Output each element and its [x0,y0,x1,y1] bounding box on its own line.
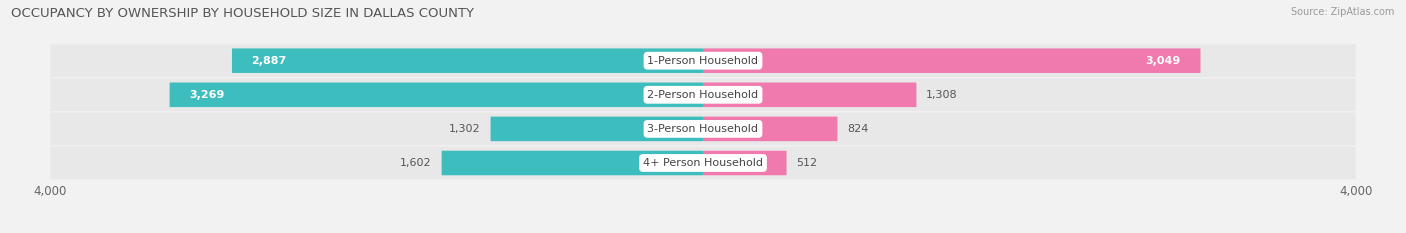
FancyBboxPatch shape [51,79,1355,111]
FancyBboxPatch shape [441,151,703,175]
Text: 512: 512 [796,158,817,168]
FancyBboxPatch shape [51,44,1355,77]
Text: 3-Person Household: 3-Person Household [648,124,758,134]
Text: 2,887: 2,887 [252,56,287,66]
Legend: Owner-occupied, Renter-occupied: Owner-occupied, Renter-occupied [588,230,818,233]
Text: Source: ZipAtlas.com: Source: ZipAtlas.com [1291,7,1395,17]
FancyBboxPatch shape [703,116,838,141]
FancyBboxPatch shape [51,113,1355,145]
Text: 1,302: 1,302 [449,124,481,134]
Text: 1,602: 1,602 [401,158,432,168]
Text: 1,308: 1,308 [927,90,957,100]
FancyBboxPatch shape [491,116,703,141]
FancyBboxPatch shape [703,48,1201,73]
Text: 3,049: 3,049 [1146,56,1181,66]
FancyBboxPatch shape [232,48,703,73]
FancyBboxPatch shape [703,82,917,107]
Text: 4+ Person Household: 4+ Person Household [643,158,763,168]
Text: 1-Person Household: 1-Person Household [648,56,758,66]
FancyBboxPatch shape [51,147,1355,179]
FancyBboxPatch shape [703,151,786,175]
FancyBboxPatch shape [170,82,703,107]
Text: 3,269: 3,269 [190,90,225,100]
Text: 824: 824 [848,124,869,134]
Text: OCCUPANCY BY OWNERSHIP BY HOUSEHOLD SIZE IN DALLAS COUNTY: OCCUPANCY BY OWNERSHIP BY HOUSEHOLD SIZE… [11,7,474,20]
Text: 2-Person Household: 2-Person Household [647,90,759,100]
